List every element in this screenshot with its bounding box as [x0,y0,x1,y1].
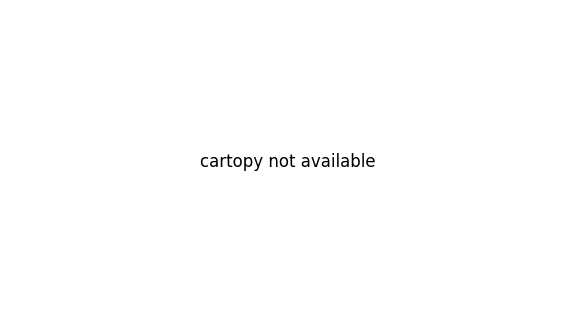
Text: cartopy not available: cartopy not available [200,153,376,171]
